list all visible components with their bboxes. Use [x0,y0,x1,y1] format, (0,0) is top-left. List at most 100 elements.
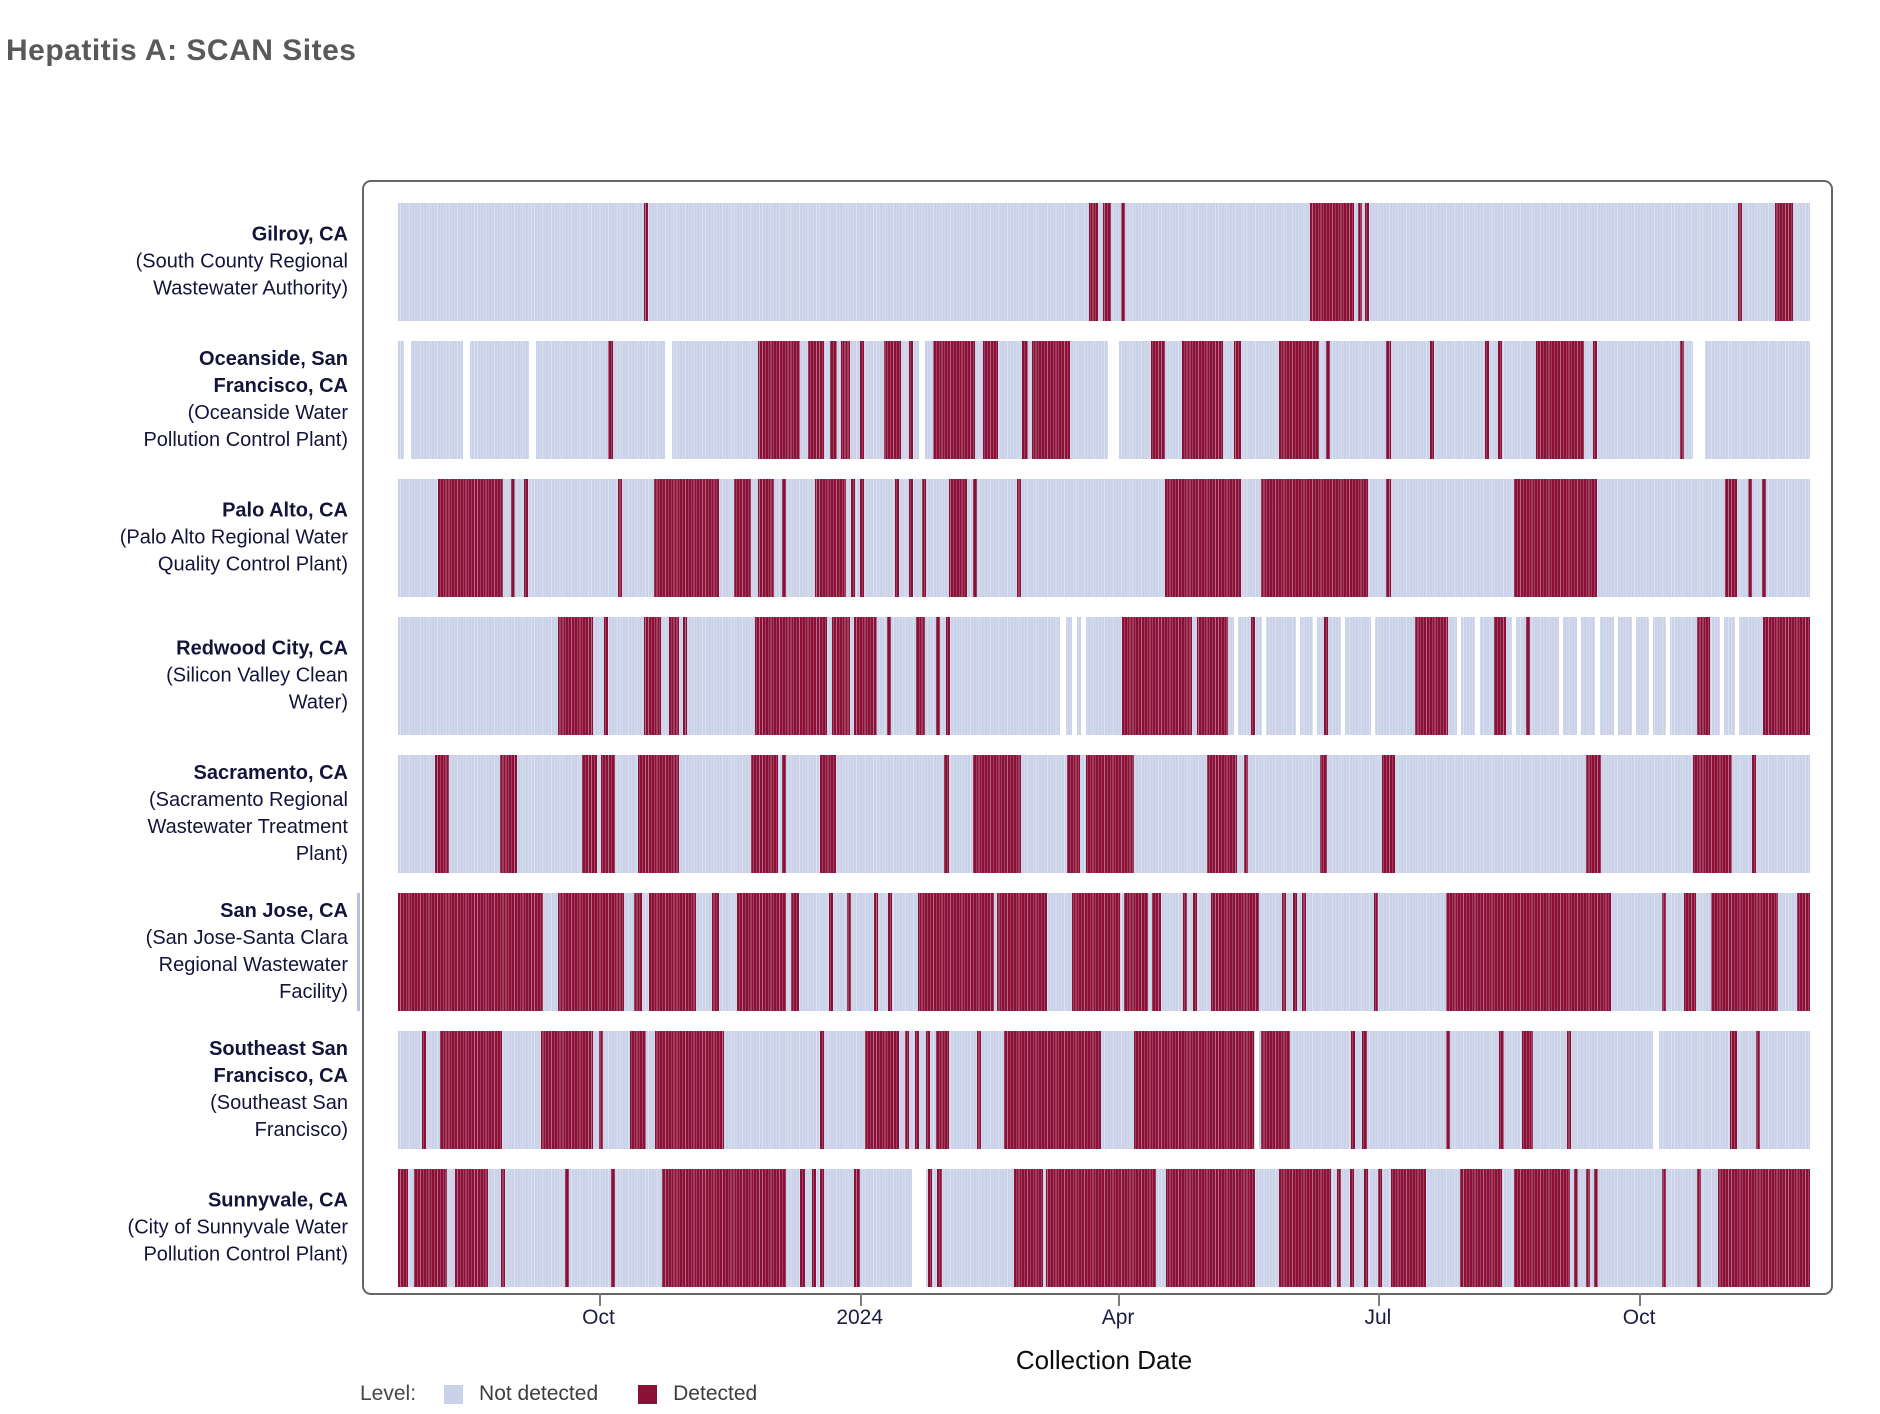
legend-title: Level: [360,1382,417,1405]
detected-segment [1526,617,1531,735]
detected-segment [1085,755,1134,873]
detected-segment [1747,479,1753,597]
legend-item: Detected [638,1382,757,1406]
x-tick-label: Apr [1101,1306,1135,1329]
detected-segment [1513,1169,1570,1287]
detected-segment [540,1031,593,1149]
row-accent-line [357,893,360,1011]
detected-segment [1718,1169,1810,1287]
detected-segment [643,203,648,321]
detected-segment [398,1169,408,1287]
site-row [398,617,1810,735]
detected-segment [883,341,901,459]
detected-segment [1123,893,1148,1011]
detected-segment [1032,341,1071,459]
detected-segment [1729,1031,1737,1149]
detected-segment [1485,341,1490,459]
detected-segment [523,479,528,597]
detected-segment [914,1031,919,1149]
missing-segment [1613,617,1618,735]
detected-segment [604,617,609,735]
detected-segment [755,617,828,735]
site-city: Redwood City, CA [176,637,348,660]
detected-segment [440,1031,503,1149]
detected-segment [1365,203,1370,321]
site-row [398,893,1810,1011]
detected-segment [1301,893,1306,1011]
detected-segment [830,341,838,459]
site-row [398,755,1810,873]
detected-segment [904,1031,910,1149]
detected-segment [1414,617,1449,735]
chart-title: Hepatitis A: SCAN Sites [6,34,357,67]
missing-segment [1666,617,1671,735]
site-plant: (City of Sunnyvale Water Pollution Contro… [127,1216,348,1266]
detected-segment [758,341,801,459]
site-row [398,1169,1810,1287]
site-row [398,1031,1810,1149]
detected-segment [1497,341,1503,459]
detected-segment [888,893,893,1011]
missing-segment [1296,617,1301,735]
detected-segment [782,755,787,873]
legend: Level: Not detected Detected [360,1382,797,1406]
detected-segment [1430,341,1435,459]
missing-segment [1632,617,1637,735]
detected-segment [865,1031,900,1149]
missing-segment [1692,341,1706,459]
detected-segment [649,893,696,1011]
detected-segment [841,341,850,459]
missing-segment [1313,617,1318,735]
detected-segment [927,1169,932,1287]
detected-segment [1697,1169,1702,1287]
missing-segment [1577,617,1582,735]
detected-segment [655,1031,725,1149]
site-row [398,203,1810,321]
detected-segment [1279,341,1319,459]
detected-segment [1071,893,1120,1011]
detected-segment [873,893,878,1011]
detected-segment [1585,755,1601,873]
site-plant: (Sacramento Regional Wastewater Treatment… [147,789,348,865]
detected-segment [1386,479,1391,597]
detected-segment [557,893,624,1011]
missing-segment [1558,617,1563,735]
site-plant: (Southeast San Francisco) [210,1092,348,1141]
detected-segment [1680,341,1685,459]
detected-segment [1697,617,1710,735]
detected-segment [782,479,787,597]
detected-segment [1181,341,1223,459]
detected-segment [948,479,968,597]
detected-segment [1046,1169,1157,1287]
detected-segment [1382,755,1395,873]
detected-segment [1183,893,1188,1011]
site-row [398,341,1810,459]
detected-segment [1013,1169,1044,1287]
detected-segment [859,341,864,459]
detected-segment [828,893,833,1011]
detected-segment [1725,479,1737,597]
detected-segment [1211,893,1260,1011]
detected-segment [434,755,449,873]
x-tick-mark [598,1293,601,1306]
detected-segment [736,893,787,1011]
detected-segment [1281,893,1287,1011]
missing-segment [1071,617,1078,735]
site-city: Sunnyvale, CA [207,1189,348,1212]
detected-segment [1207,755,1237,873]
detected-segment [1022,341,1028,459]
site-label: Southeast San Francisco, CA (Southeast San… [18,1036,348,1144]
detected-segment [629,1031,647,1149]
site-row [398,479,1810,597]
missing-segment [529,341,537,459]
x-tick-mark [1639,1293,1642,1306]
site-city: Palo Alto, CA [222,499,348,522]
detected-segment [1377,1169,1383,1287]
detected-segment [790,893,799,1011]
x-tick-label: Oct [1622,1306,1656,1329]
detected-segment [936,1031,949,1149]
detected-segment [917,893,994,1011]
detected-segment [643,617,661,735]
detected-segment [1774,203,1794,321]
detected-segment [398,893,544,1011]
